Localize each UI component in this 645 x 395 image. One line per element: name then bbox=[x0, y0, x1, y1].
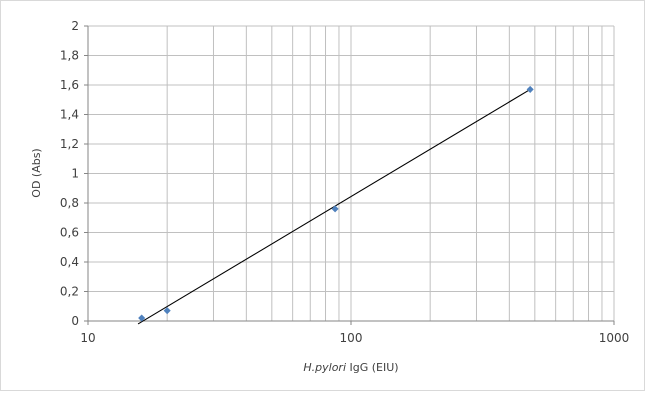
y-tick-label: 2 bbox=[71, 19, 79, 33]
data-point bbox=[163, 307, 171, 315]
x-tick-label: 100 bbox=[340, 331, 363, 345]
y-tick-label: 1,6 bbox=[60, 78, 79, 92]
y-tick-label: 0,8 bbox=[60, 196, 79, 210]
x-tick-label: 10 bbox=[80, 331, 95, 345]
grid-layer bbox=[88, 25, 615, 321]
y-tick-label: 0 bbox=[71, 314, 79, 328]
x-axis-title-rest: IgG (EIU) bbox=[346, 361, 399, 374]
data-point bbox=[526, 85, 534, 93]
y-tick-label: 0,6 bbox=[60, 226, 79, 240]
y-axis-title: OD (Abs) bbox=[30, 148, 43, 197]
x-tick-label: 1000 bbox=[599, 331, 630, 345]
y-tick-label: 0,4 bbox=[60, 255, 79, 269]
axis-layer bbox=[84, 25, 615, 325]
y-tick-label: 1,8 bbox=[60, 49, 79, 63]
data-point bbox=[138, 314, 146, 322]
data-points-layer bbox=[138, 85, 534, 322]
y-tick-label: 0,2 bbox=[60, 285, 79, 299]
y-tick-label: 1,2 bbox=[60, 137, 79, 151]
y-tick-label: 1 bbox=[71, 167, 79, 181]
x-axis-title: H.pylori IgG (EIU) bbox=[303, 361, 398, 374]
y-tick-label: 1,4 bbox=[60, 108, 79, 122]
data-point bbox=[331, 205, 339, 213]
tick-labels-layer: 0 0,2 0,4 0,6 0,8 1 1,2 1,4 1,6 1,8 2 10 100 1000 bbox=[60, 19, 629, 345]
x-axis-title-italic: H.pylori bbox=[303, 361, 346, 374]
